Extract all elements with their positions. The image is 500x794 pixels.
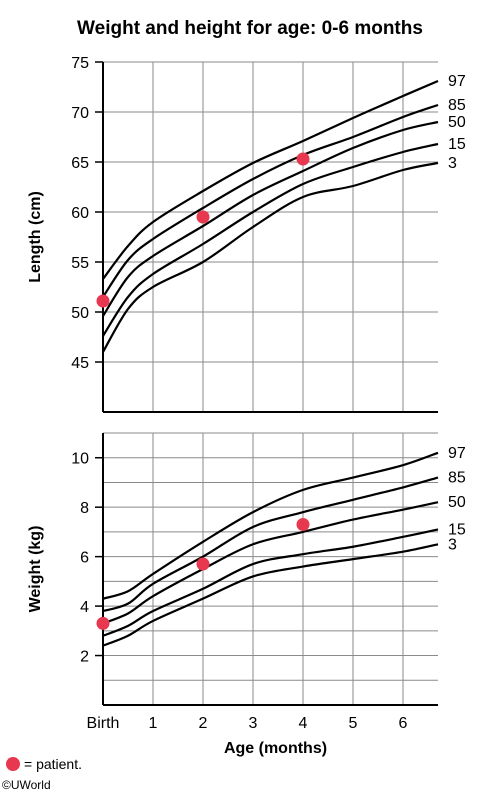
patient-marker-icon	[6, 757, 20, 771]
y-tick-label: 55	[71, 255, 89, 272]
y-tick-label: 45	[71, 355, 89, 372]
y-tick-label: 10	[71, 451, 89, 468]
y-tick-label: 75	[71, 55, 89, 72]
y-tick-label: 70	[71, 105, 89, 122]
x-tick-label: 5	[349, 715, 358, 732]
percentile-label-15: 15	[448, 521, 466, 538]
percentile-curve-15	[102, 528, 439, 637]
y-tick-label: 6	[80, 550, 89, 567]
percentile-curve-3	[102, 543, 439, 647]
y-tick-label: 60	[71, 205, 89, 222]
percentile-curve-85	[102, 476, 439, 613]
percentile-curve-15	[102, 142, 439, 337]
x-axis-label: Age (months)	[224, 740, 327, 757]
patient-point	[96, 294, 110, 308]
patient-point	[96, 616, 110, 630]
copyright: ©UWorld	[2, 778, 51, 792]
percentile-label-85: 85	[448, 470, 466, 487]
y-axis-label: Length (cm)	[27, 191, 44, 283]
percentile-curve-85	[102, 103, 439, 298]
percentile-label-97: 97	[448, 445, 466, 462]
legend-label: = patient.	[24, 756, 82, 772]
percentile-label-85: 85	[448, 97, 466, 114]
legend: = patient.	[6, 754, 82, 774]
percentile-label-3: 3	[448, 155, 457, 172]
x-tick-label: Birth	[87, 715, 120, 732]
percentile-curve-3	[102, 161, 439, 353]
percentile-curve-97	[102, 451, 439, 600]
y-tick-label: 2	[80, 649, 89, 666]
percentile-label-97: 97	[448, 73, 466, 90]
percentile-curve-97	[102, 79, 439, 280]
percentile-label-50: 50	[448, 494, 466, 511]
percentile-label-50: 50	[448, 114, 466, 131]
percentile-curve-50	[102, 501, 439, 625]
x-tick-label: 2	[199, 715, 208, 732]
y-tick-label: 65	[71, 155, 89, 172]
x-tick-label: 6	[399, 715, 408, 732]
y-axis-label: Weight (kg)	[27, 526, 44, 613]
x-tick-label: 3	[249, 715, 258, 732]
patient-point	[296, 152, 310, 166]
x-tick-label: 4	[299, 715, 308, 732]
patient-point	[196, 557, 210, 571]
patient-point	[296, 517, 310, 531]
patient-point	[196, 210, 210, 224]
y-tick-label: 4	[80, 599, 89, 616]
percentile-curve-50	[102, 120, 439, 317]
y-tick-label: 8	[80, 500, 89, 517]
chart-title: Weight and height for age: 0-6 months	[77, 18, 423, 39]
x-tick-label: 1	[149, 715, 158, 732]
percentile-label-15: 15	[448, 136, 466, 153]
y-tick-label: 50	[71, 305, 89, 322]
percentile-label-3: 3	[448, 536, 457, 553]
